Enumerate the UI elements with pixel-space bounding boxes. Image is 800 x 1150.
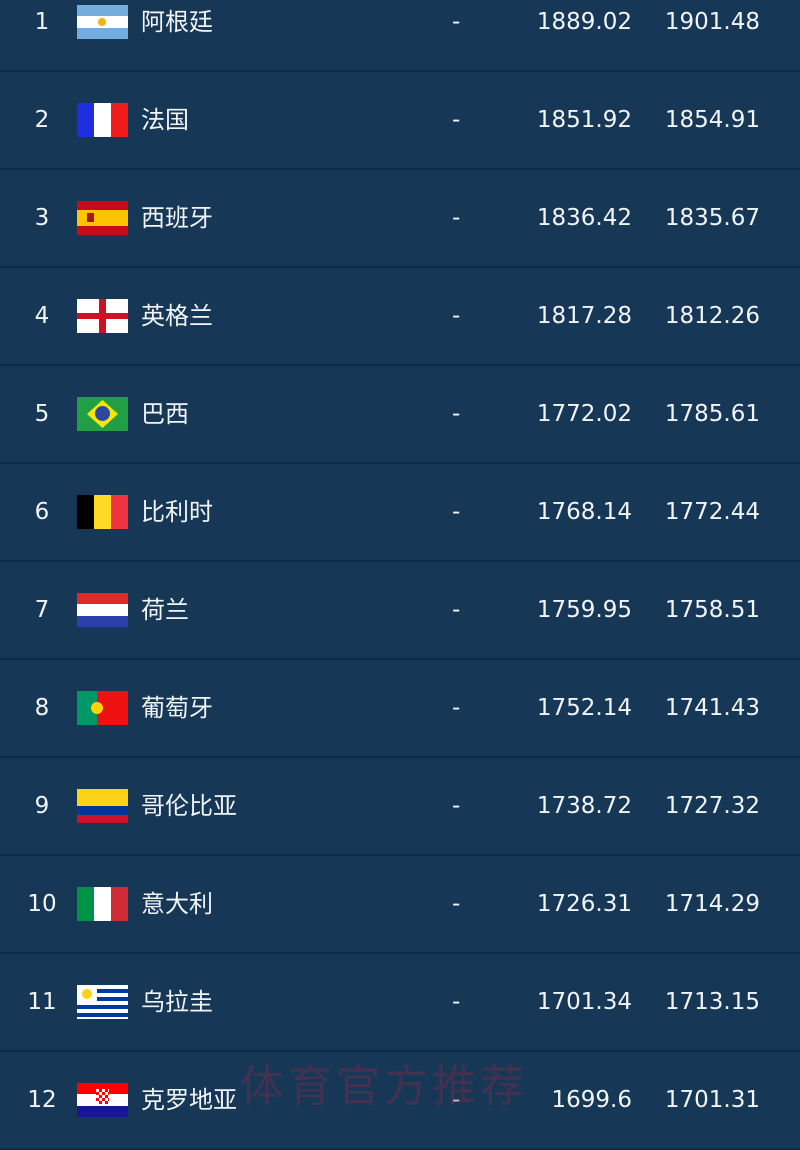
current-points: 1772.44 <box>664 499 760 525</box>
table-row[interactable]: 7 荷兰 - 1759.95 1758.51 <box>0 562 800 660</box>
current-points: 1727.32 <box>664 793 760 819</box>
table-row[interactable]: 8 葡萄牙 - 1752.14 1741.43 <box>0 660 800 758</box>
rank: 11 <box>27 989 57 1015</box>
rank-change: - <box>452 205 461 231</box>
rank: 9 <box>34 793 50 819</box>
team-name: 阿根廷 <box>141 8 213 36</box>
current-points: 1758.51 <box>664 597 760 623</box>
current-points: 1812.26 <box>664 303 760 329</box>
table-row[interactable]: 10 意大利 - 1726.31 1714.29 <box>0 856 800 954</box>
team-name: 哥伦比亚 <box>141 792 237 820</box>
table-row[interactable]: 11 乌拉圭 - 1701.34 1713.15 <box>0 954 800 1052</box>
team-name: 意大利 <box>141 890 213 918</box>
previous-points: 1726.31 <box>536 891 632 917</box>
table-row[interactable]: 5 巴西 - 1772.02 1785.61 <box>0 366 800 464</box>
rank: 2 <box>34 107 50 133</box>
team-name: 比利时 <box>141 498 213 526</box>
brazil-flag-icon <box>77 397 128 431</box>
previous-points: 1772.02 <box>536 401 632 427</box>
rank: 7 <box>34 597 50 623</box>
rank-change: - <box>452 303 461 329</box>
rank-change: - <box>452 1087 461 1113</box>
rank: 1 <box>34 9 50 35</box>
rank: 12 <box>27 1087 57 1113</box>
previous-points: 1851.92 <box>536 107 632 133</box>
france-flag-icon <box>77 103 128 137</box>
rank-change: - <box>452 9 461 35</box>
belgium-flag-icon <box>77 495 128 529</box>
previous-points: 1817.28 <box>536 303 632 329</box>
current-points: 1741.43 <box>664 695 760 721</box>
netherlands-flag-icon <box>77 593 128 627</box>
current-points: 1835.67 <box>664 205 760 231</box>
previous-points: 1759.95 <box>536 597 632 623</box>
current-points: 1901.48 <box>664 9 760 35</box>
previous-points: 1889.02 <box>536 9 632 35</box>
rank: 8 <box>34 695 50 721</box>
team-name: 葡萄牙 <box>141 694 213 722</box>
table-row[interactable]: 1 阿根廷 - 1889.02 1901.48 <box>0 0 800 72</box>
portugal-flag-icon <box>77 691 128 725</box>
team-name: 西班牙 <box>141 204 213 232</box>
rank-change: - <box>452 401 461 427</box>
rank: 6 <box>34 499 50 525</box>
team-name: 克罗地亚 <box>141 1086 237 1114</box>
rank-change: - <box>452 499 461 525</box>
rank-change: - <box>452 891 461 917</box>
table-row[interactable]: 12 克罗地亚 - 1699.6 1701.31 <box>0 1052 800 1150</box>
team-name: 乌拉圭 <box>141 988 213 1016</box>
spain-flag-icon <box>77 201 128 235</box>
team-name: 法国 <box>141 106 189 134</box>
previous-points: 1836.42 <box>536 205 632 231</box>
previous-points: 1768.14 <box>536 499 632 525</box>
team-name: 英格兰 <box>141 302 213 330</box>
current-points: 1713.15 <box>664 989 760 1015</box>
previous-points: 1699.6 <box>551 1087 632 1113</box>
current-points: 1701.31 <box>664 1087 760 1113</box>
rank-change: - <box>452 107 461 133</box>
rank: 10 <box>27 891 57 917</box>
argentina-flag-icon <box>77 5 128 39</box>
current-points: 1785.61 <box>664 401 760 427</box>
uruguay-flag-icon <box>77 985 128 1019</box>
italy-flag-icon <box>77 887 128 921</box>
team-name: 荷兰 <box>141 596 189 624</box>
table-row[interactable]: 2 法国 - 1851.92 1854.91 <box>0 72 800 170</box>
previous-points: 1738.72 <box>536 793 632 819</box>
croatia-flag-icon <box>77 1083 128 1117</box>
table-row[interactable]: 4 英格兰 - 1817.28 1812.26 <box>0 268 800 366</box>
table-row[interactable]: 3 西班牙 - 1836.42 1835.67 <box>0 170 800 268</box>
rank: 4 <box>34 303 50 329</box>
previous-points: 1701.34 <box>536 989 632 1015</box>
team-name: 巴西 <box>141 400 189 428</box>
previous-points: 1752.14 <box>536 695 632 721</box>
rank-change: - <box>452 793 461 819</box>
table-row[interactable]: 6 比利时 - 1768.14 1772.44 <box>0 464 800 562</box>
colombia-flag-icon <box>77 789 128 823</box>
rank-change: - <box>452 597 461 623</box>
table-row[interactable]: 9 哥伦比亚 - 1738.72 1727.32 <box>0 758 800 856</box>
current-points: 1854.91 <box>664 107 760 133</box>
rank: 5 <box>34 401 50 427</box>
england-flag-icon <box>77 299 128 333</box>
rank: 3 <box>34 205 50 231</box>
current-points: 1714.29 <box>664 891 760 917</box>
rank-change: - <box>452 695 461 721</box>
rank-change: - <box>452 989 461 1015</box>
